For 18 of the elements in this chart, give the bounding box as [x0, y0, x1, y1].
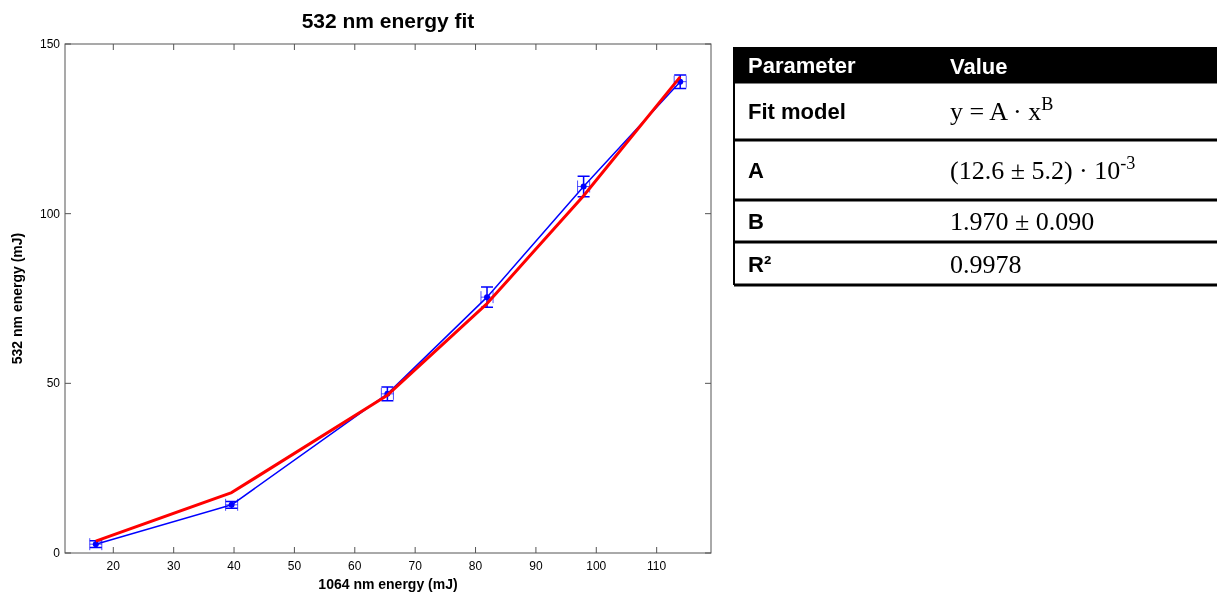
fit-parameter-table: Parameter Value Fit model y = A · x$^{B}$ A (12.6 ± 5.2) · 10$^{-3}$ B 1.970 ± 0.090 R² 0.9978: [733, 46, 1217, 287]
x-tick-label: 60: [348, 559, 362, 573]
x-tick-label: 70: [408, 559, 423, 573]
x-tick-label: 50: [287, 559, 302, 573]
y-tick-label: 50: [46, 376, 61, 391]
x-tick-label: 40: [227, 559, 242, 573]
y-axis-title: 532 nm energy (mJ): [9, 232, 25, 365]
y-tick-label: 100: [39, 206, 61, 221]
x-tick-label: 90: [529, 559, 543, 573]
x-tick-label: 20: [106, 559, 121, 573]
y-tick-label: 150: [39, 37, 61, 51]
x-tick-label: 100: [586, 559, 607, 573]
x-axis-title: 1064 nm energy (mJ): [318, 576, 458, 592]
x-tick-label: 110: [647, 559, 667, 573]
x-tick-label: 80: [468, 559, 483, 573]
y-tick-label: 0: [53, 546, 61, 560]
x-tick-label: 30: [166, 559, 181, 573]
chart-title: 532 nm energy fit: [301, 9, 475, 32]
